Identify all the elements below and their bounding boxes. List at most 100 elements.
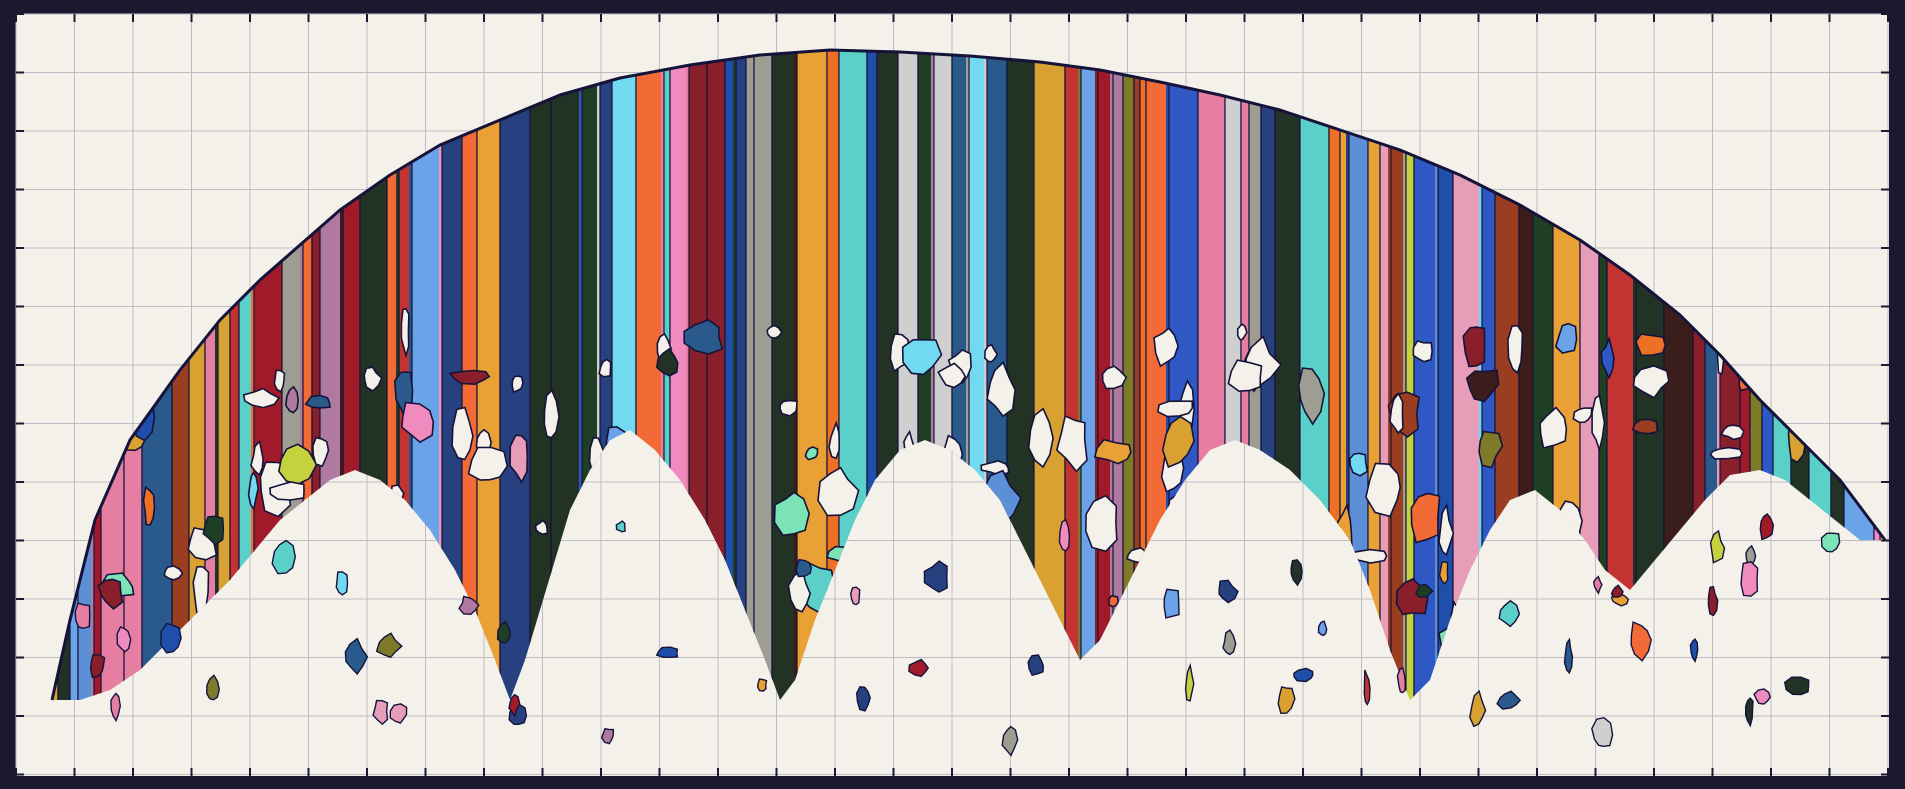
splash-droplet [202, 515, 225, 546]
splash-droplet [1820, 532, 1841, 553]
cutout-hole [766, 324, 783, 340]
splash-droplet [375, 632, 403, 659]
frame-tick [1881, 247, 1889, 249]
cutout-hole [779, 399, 798, 417]
cutout-hole [787, 569, 812, 613]
frame-tick [1536, 14, 1538, 22]
cutout-hole [1572, 407, 1593, 424]
splash-droplet [116, 625, 132, 653]
color-stripe-accent [1435, 50, 1438, 700]
frame-tick [483, 768, 485, 776]
frame-tick [1881, 305, 1889, 308]
frame-tick [424, 14, 427, 22]
frame-tick [1881, 715, 1889, 717]
frame-tick [307, 14, 310, 22]
splash-droplet [271, 539, 297, 575]
splash-droplet [458, 595, 480, 616]
splash-droplet [1293, 667, 1314, 683]
splash-droplet [1290, 559, 1303, 587]
color-stripe-accent [251, 50, 254, 700]
splash-droplet [1610, 584, 1624, 598]
color-island [1108, 594, 1120, 608]
splash-droplet [89, 654, 106, 679]
frame-tick [600, 14, 602, 22]
frame-tick [1302, 768, 1304, 776]
cutout-hole [1153, 327, 1179, 368]
frame-tick [16, 715, 24, 717]
frame-tick [16, 364, 24, 366]
color-stripe-accent [1166, 50, 1169, 700]
color-island [655, 347, 679, 377]
color-stripe-accent [1078, 50, 1081, 700]
splash-droplet [1630, 621, 1652, 662]
color-stripe-accent [1388, 50, 1391, 700]
color-island [97, 578, 124, 610]
splash-droplet [1498, 599, 1521, 628]
frame-tick [190, 14, 193, 22]
splash-droplet [496, 620, 512, 644]
splash-droplet [1396, 666, 1407, 694]
frame-tick [190, 768, 193, 776]
cutout-hole [828, 420, 841, 460]
color-stripe-accent [733, 50, 736, 700]
splash-droplet [1163, 588, 1180, 619]
color-island [401, 401, 435, 444]
splash-droplet [1058, 518, 1071, 552]
splash-droplet [655, 646, 679, 658]
frame-tick [1243, 14, 1246, 22]
frame-tick [16, 130, 24, 132]
splash-droplet [1415, 583, 1434, 598]
frame-tick [249, 768, 251, 776]
splash-droplet [600, 727, 614, 745]
color-stripe-accent [597, 50, 600, 700]
frame-tick [541, 14, 544, 22]
color-stripe [753, 50, 773, 700]
color-stripe-accent [686, 50, 689, 700]
color-stripe-accent [1095, 50, 1098, 700]
frame-tick [73, 768, 76, 776]
frame-tick [775, 14, 778, 22]
splash-droplet [372, 699, 389, 726]
color-island [1465, 369, 1500, 403]
color-stripe-accent [1633, 50, 1636, 700]
frame-tick [1419, 14, 1421, 22]
splash-droplet [615, 520, 626, 533]
cutout-hole [363, 366, 383, 392]
frame-tick [834, 14, 836, 22]
frame-tick [16, 71, 24, 74]
frame-tick [1653, 768, 1655, 776]
frame-tick [1477, 768, 1480, 776]
cutout-hole [242, 387, 281, 409]
splash-droplet [1222, 628, 1237, 656]
color-island [901, 338, 943, 376]
color-island [304, 394, 331, 409]
color-island [1462, 326, 1486, 368]
cutout-hole [1539, 406, 1568, 449]
cutout-hole [1084, 494, 1118, 553]
color-stripe-accent [1346, 50, 1349, 700]
frame-ticks [15, 13, 1889, 776]
splash-droplet [1438, 561, 1449, 585]
frame-tick [16, 188, 24, 191]
splash-droplet [1317, 620, 1328, 637]
splash-droplet [508, 693, 521, 718]
splash-droplet [1745, 697, 1754, 728]
splash-droplet [908, 658, 930, 678]
splash-droplet [1469, 689, 1487, 728]
frame-tick [1009, 14, 1012, 22]
frame-tick [1360, 768, 1363, 776]
cutout-hole [273, 369, 286, 394]
cutout-hole [1591, 394, 1606, 453]
splash-droplet [1759, 513, 1775, 541]
frame-tick [16, 656, 24, 659]
frame-tick [1126, 14, 1129, 22]
cutout-hole [1365, 462, 1402, 518]
color-stripe-accent [1403, 50, 1406, 700]
frame-tick [483, 14, 485, 22]
cutout-hole [1227, 359, 1263, 393]
cutout-hole [534, 519, 549, 536]
color-island [1478, 430, 1504, 469]
color-stripe-accent [984, 50, 987, 700]
frame-tick [717, 768, 719, 776]
